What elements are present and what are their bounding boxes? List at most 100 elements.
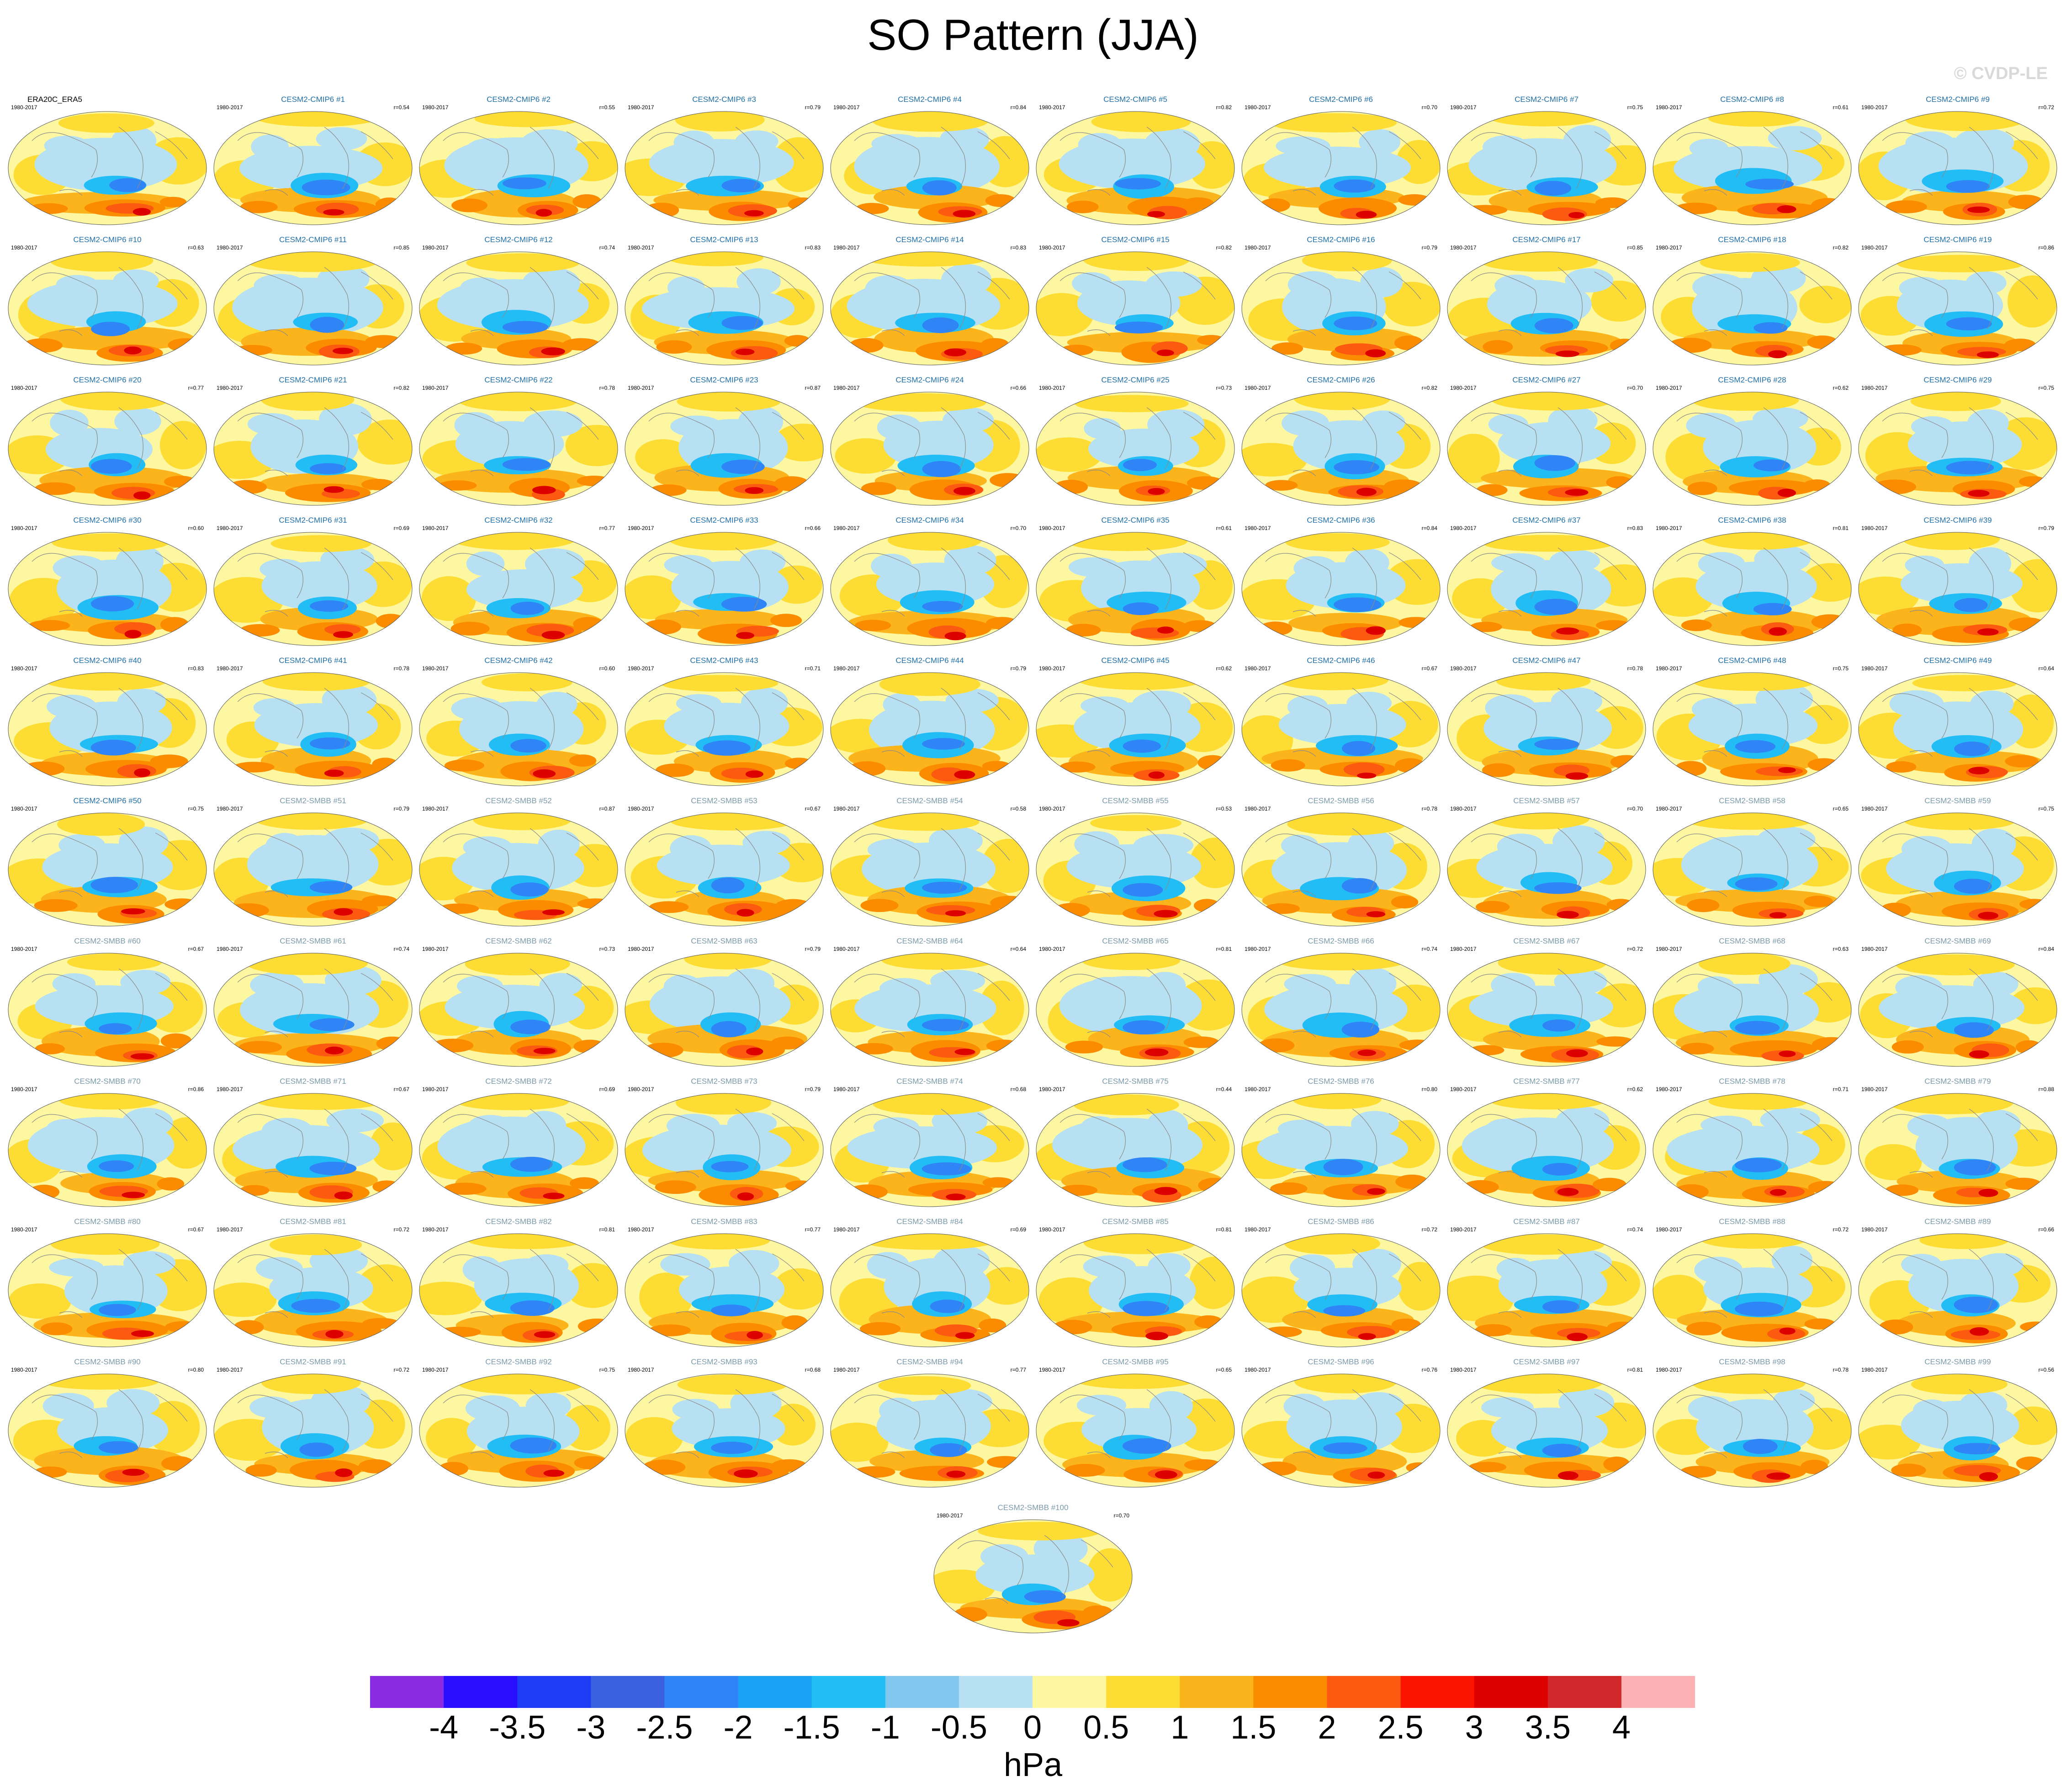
panel-period: 1980-2017	[11, 104, 37, 111]
panel-period: 1980-2017	[1861, 525, 1888, 531]
panel-period: 1980-2017	[11, 1086, 37, 1092]
map-panel: CESM2-SMBB #51 1980-2017 r=0.79	[210, 796, 416, 938]
colorbar-swatch	[1474, 1676, 1548, 1708]
panel-title: CESM2-SMBB #53	[691, 796, 758, 805]
panel-period: 1980-2017	[1656, 946, 1682, 952]
map-panel: CESM2-SMBB #84 1980-2017 r=0.69	[827, 1217, 1033, 1359]
map-panel: CESM2-CMIP6 #16 1980-2017 r=0.79	[1238, 235, 1444, 377]
panel-correlation: r=0.74	[393, 946, 409, 952]
panel-period: 1980-2017	[628, 385, 654, 391]
panel-correlation: r=0.81	[1216, 946, 1232, 952]
panel-title: CESM2-CMIP6 #13	[690, 235, 758, 244]
map-plot	[1653, 1373, 1852, 1488]
map-panel: CESM2-CMIP6 #39 1980-2017 r=0.79	[1855, 516, 2061, 657]
panel-period: 1980-2017	[422, 1086, 449, 1092]
panel-period: 1980-2017	[628, 1086, 654, 1092]
map-panel: CESM2-SMBB #97 1980-2017 r=0.81	[1444, 1357, 1649, 1499]
panel-period: 1980-2017	[11, 665, 37, 672]
map-panel: CESM2-CMIP6 #19 1980-2017 r=0.86	[1855, 235, 2061, 377]
panel-title: CESM2-CMIP6 #2	[487, 95, 551, 104]
panel-period: 1980-2017	[11, 806, 37, 812]
map-panel: CESM2-CMIP6 #21 1980-2017 r=0.82	[210, 376, 416, 517]
panel-correlation: r=0.78	[1421, 806, 1437, 812]
panel-period: 1980-2017	[1450, 1226, 1477, 1233]
map-panel: CESM2-CMIP6 #23 1980-2017 r=0.87	[621, 376, 827, 517]
map-panel: CESM2-SMBB #83 1980-2017 r=0.77	[621, 1217, 827, 1359]
map-panel: CESM2-SMBB #77 1980-2017 r=0.62	[1444, 1077, 1649, 1219]
panel-title: CESM2-SMBB #54	[896, 796, 963, 805]
panel-correlation: r=0.87	[805, 385, 821, 391]
map-plot	[1241, 953, 1441, 1067]
map-plot	[1653, 1093, 1852, 1207]
panel-correlation: r=0.55	[599, 104, 615, 111]
panel-period: 1980-2017	[1861, 665, 1888, 672]
map-plot	[625, 251, 824, 366]
panel-title: CESM2-CMIP6 #20	[73, 376, 142, 384]
map-plot	[1241, 251, 1441, 366]
map-panel: CESM2-SMBB #86 1980-2017 r=0.72	[1238, 1217, 1444, 1359]
map-panel: CESM2-CMIP6 #37 1980-2017 r=0.83	[1444, 516, 1649, 657]
map-plot	[830, 1233, 1029, 1347]
map-panel: CESM2-SMBB #59 1980-2017 r=0.75	[1855, 796, 2061, 938]
map-plot	[625, 953, 824, 1067]
panel-title: CESM2-SMBB #67	[1513, 937, 1580, 945]
panel-title: CESM2-CMIP6 #12	[484, 235, 553, 244]
panel-period: 1980-2017	[1039, 1367, 1065, 1373]
panel-period: 1980-2017	[1861, 806, 1888, 812]
map-panel: CESM2-SMBB #91 1980-2017 r=0.72	[210, 1357, 416, 1499]
panel-title: CESM2-CMIP6 #8	[1720, 95, 1784, 104]
panel-correlation: r=0.71	[1833, 1086, 1849, 1092]
panel-correlation: r=0.70	[1010, 525, 1026, 531]
map-panel: CESM2-SMBB #61 1980-2017 r=0.74	[210, 937, 416, 1078]
panel-title: CESM2-SMBB #75	[1102, 1077, 1169, 1086]
panel-correlation: r=0.79	[1010, 665, 1026, 672]
colorbar-swatch	[738, 1676, 812, 1708]
panel-correlation: r=0.61	[1833, 104, 1849, 111]
map-panel: CESM2-SMBB #75 1980-2017 r=0.44	[1033, 1077, 1238, 1219]
map-panel: CESM2-CMIP6 #15 1980-2017 r=0.82	[1033, 235, 1238, 377]
panel-period: 1980-2017	[217, 1226, 243, 1233]
colorbar	[370, 1676, 1695, 1708]
panel-correlation: r=0.69	[599, 1086, 615, 1092]
map-plot	[1036, 251, 1235, 366]
panel-period: 1980-2017	[833, 244, 860, 251]
colorbar-swatch	[1253, 1676, 1327, 1708]
colorbar-swatch	[370, 1676, 444, 1708]
map-plot	[419, 953, 618, 1067]
map-plot	[1241, 392, 1441, 506]
panel-period: 1980-2017	[1245, 525, 1271, 531]
map-plot	[1447, 251, 1646, 366]
panel-period: 1980-2017	[1039, 1086, 1065, 1092]
panel-correlation: r=0.83	[1010, 244, 1026, 251]
panel-period: 1980-2017	[1450, 946, 1477, 952]
panel-title: CESM2-SMBB #61	[280, 937, 346, 945]
panel-correlation: r=0.77	[599, 525, 615, 531]
map-panel: CESM2-SMBB #70 1980-2017 r=0.86	[5, 1077, 210, 1219]
panel-title: CESM2-SMBB #85	[1102, 1217, 1169, 1226]
panel-correlation: r=0.70	[1421, 104, 1437, 111]
map-panel: CESM2-SMBB #98 1980-2017 r=0.78	[1649, 1357, 1855, 1499]
panel-period: 1980-2017	[217, 665, 243, 672]
map-panel: CESM2-CMIP6 #7 1980-2017 r=0.75	[1444, 95, 1649, 237]
map-plot	[1036, 532, 1235, 646]
panel-period: 1980-2017	[11, 525, 37, 531]
panel-title: CESM2-SMBB #71	[280, 1077, 346, 1086]
panel-correlation: r=0.72	[1833, 1226, 1849, 1233]
panel-title: CESM2-CMIP6 #45	[1101, 656, 1170, 665]
map-plot	[1241, 532, 1441, 646]
page-title: SO Pattern (JJA)	[867, 11, 1199, 59]
colorbar-swatch	[1621, 1676, 1695, 1708]
map-plot	[1447, 111, 1646, 225]
map-panel: CESM2-SMBB #74 1980-2017 r=0.68	[827, 1077, 1033, 1219]
map-panel: CESM2-CMIP6 #35 1980-2017 r=0.61	[1033, 516, 1238, 657]
panel-correlation: r=0.75	[188, 806, 204, 812]
panel-title: CESM2-CMIP6 #1	[281, 95, 345, 104]
map-plot	[1858, 1093, 2057, 1207]
map-panel: CESM2-CMIP6 #27 1980-2017 r=0.70	[1444, 376, 1649, 517]
panel-title: CESM2-CMIP6 #14	[895, 235, 964, 244]
map-plot	[1653, 1233, 1852, 1347]
panel-correlation: r=0.44	[1216, 1086, 1232, 1092]
map-plot	[830, 953, 1029, 1067]
map-panel: CESM2-CMIP6 #38 1980-2017 r=0.81	[1649, 516, 1855, 657]
panel-period: 1980-2017	[628, 244, 654, 251]
